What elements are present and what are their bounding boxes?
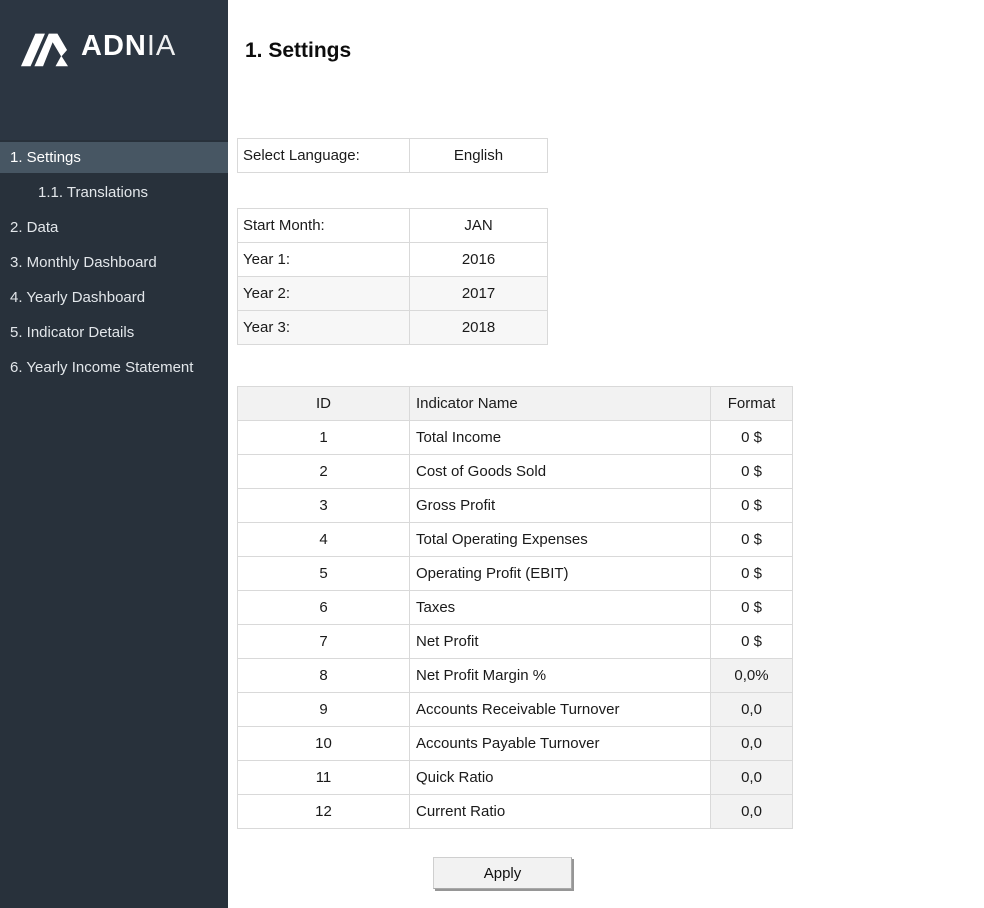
language-row: Select Language: English <box>237 138 548 173</box>
indicator-id: 10 <box>237 726 410 761</box>
brand-name-bold: ADN <box>81 30 147 62</box>
table-row: 11 Quick Ratio 0,0 <box>237 760 793 795</box>
indicator-id: 2 <box>237 454 410 489</box>
sidebar: ADNIA 1. Settings 1.1. Translations 2. D… <box>0 0 228 908</box>
header-format: Format <box>710 386 793 421</box>
sidebar-item-translations[interactable]: 1.1. Translations <box>38 184 149 201</box>
indicator-format: 0,0 <box>710 692 793 727</box>
indicator-id: 6 <box>237 590 410 625</box>
indicator-name: Quick Ratio <box>409 760 711 795</box>
year2-label: Year 2: <box>237 276 410 311</box>
table-row: 10 Accounts Payable Turnover 0,0 <box>237 726 793 761</box>
table-row: 6 Taxes 0 $ <box>237 590 793 625</box>
brand-name: ADNIA <box>81 26 176 66</box>
start-month-value[interactable]: JAN <box>409 208 548 243</box>
table-row: 2 Cost of Goods Sold 0 $ <box>237 454 793 489</box>
indicator-id: 12 <box>237 794 410 829</box>
indicator-name: Cost of Goods Sold <box>409 454 711 489</box>
brand-logo: ADNIA <box>0 0 228 140</box>
table-row: 7 Net Profit 0 $ <box>237 624 793 659</box>
year1-label: Year 1: <box>237 242 410 277</box>
header-indicator-name: Indicator Name <box>409 386 711 421</box>
header-id: ID <box>237 386 410 421</box>
indicator-format: 0 $ <box>710 488 793 523</box>
table-row: 12 Current Ratio 0,0 <box>237 794 793 829</box>
brand-name-light: IA <box>146 30 177 62</box>
indicator-id: 1 <box>237 420 410 455</box>
table-row: 1 Total Income 0 $ <box>237 420 793 455</box>
sidebar-item-indicator-details[interactable]: 5. Indicator Details <box>10 324 135 341</box>
start-month-label: Start Month: <box>237 208 410 243</box>
indicator-format: 0,0 <box>710 794 793 829</box>
indicator-id: 4 <box>237 522 410 557</box>
table-row: 4 Total Operating Expenses 0 $ <box>237 522 793 557</box>
indicator-format: 0,0 <box>710 726 793 761</box>
indicator-name: Current Ratio <box>409 794 711 829</box>
page-title: 1. Settings <box>245 39 352 62</box>
year3-value[interactable]: 2018 <box>409 310 548 345</box>
period-table: Start Month: JAN Year 1: 2016 Year 2: 20… <box>237 208 548 345</box>
indicator-id: 8 <box>237 658 410 693</box>
year2-value[interactable]: 2017 <box>409 276 548 311</box>
language-label: Select Language: <box>237 138 410 173</box>
language-value-dropdown[interactable]: English <box>409 138 548 173</box>
sidebar-item-settings[interactable]: 1. Settings <box>0 142 228 173</box>
indicator-name: Accounts Payable Turnover <box>409 726 711 761</box>
year1-value[interactable]: 2016 <box>409 242 548 277</box>
indicator-format: 0 $ <box>710 454 793 489</box>
year3-row: Year 3: 2018 <box>237 310 548 345</box>
table-row: 8 Net Profit Margin % 0,0% <box>237 658 793 693</box>
indicator-id: 3 <box>237 488 410 523</box>
indicator-name: Total Operating Expenses <box>409 522 711 557</box>
indicator-format: 0,0% <box>710 658 793 693</box>
indicator-format: 0 $ <box>710 522 793 557</box>
indicator-name: Operating Profit (EBIT) <box>409 556 711 591</box>
year2-row: Year 2: 2017 <box>237 276 548 311</box>
indicator-format: 0 $ <box>710 420 793 455</box>
indicator-name: Gross Profit <box>409 488 711 523</box>
indicator-table: ID Indicator Name Format 1 Total Income … <box>237 386 793 829</box>
table-row: 9 Accounts Receivable Turnover 0,0 <box>237 692 793 727</box>
year3-label: Year 3: <box>237 310 410 345</box>
sidebar-item-yearly-income-statement[interactable]: 6. Yearly Income Statement <box>10 359 194 376</box>
indicator-name: Net Profit <box>409 624 711 659</box>
indicator-id: 5 <box>237 556 410 591</box>
indicator-format: 0,0 <box>710 760 793 795</box>
indicator-name: Net Profit Margin % <box>409 658 711 693</box>
indicator-id: 11 <box>237 760 410 795</box>
start-month-row: Start Month: JAN <box>237 208 548 243</box>
indicator-format: 0 $ <box>710 590 793 625</box>
sidebar-item-monthly-dashboard[interactable]: 3. Monthly Dashboard <box>10 254 157 271</box>
apply-button[interactable]: Apply <box>433 857 572 889</box>
table-row: 3 Gross Profit 0 $ <box>237 488 793 523</box>
indicator-id: 9 <box>237 692 410 727</box>
sidebar-item-yearly-dashboard[interactable]: 4. Yearly Dashboard <box>10 289 146 306</box>
indicator-name: Taxes <box>409 590 711 625</box>
indicator-name: Total Income <box>409 420 711 455</box>
sidebar-nav: 1. Settings 1.1. Translations 2. Data 3.… <box>0 140 228 385</box>
year1-row: Year 1: 2016 <box>237 242 548 277</box>
table-row: 5 Operating Profit (EBIT) 0 $ <box>237 556 793 591</box>
adnia-logo-icon <box>20 33 68 67</box>
language-table: Select Language: English <box>237 138 548 173</box>
indicator-id: 7 <box>237 624 410 659</box>
indicator-format: 0 $ <box>710 624 793 659</box>
indicator-header-row: ID Indicator Name Format <box>237 386 793 421</box>
indicator-name: Accounts Receivable Turnover <box>409 692 711 727</box>
indicator-format: 0 $ <box>710 556 793 591</box>
sidebar-item-data[interactable]: 2. Data <box>10 219 59 236</box>
